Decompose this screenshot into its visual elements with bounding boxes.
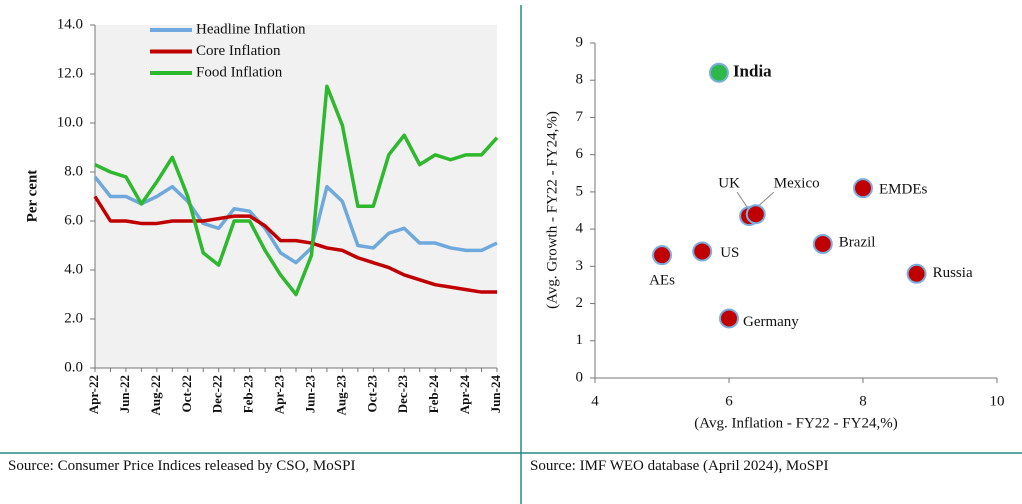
source: Source: Consumer Price Indices released …	[8, 458, 356, 474]
y-axis-label: (Avg. Growth - FY22 - FY24,%)	[544, 111, 560, 309]
y-tick-label: 8.0	[64, 163, 83, 179]
point	[719, 308, 739, 329]
y-tick-label: 4.0	[64, 261, 83, 277]
point-label: EMDEs	[879, 182, 927, 198]
x-tick-label: Oct-22	[179, 375, 194, 413]
x-tick-label: Jun-23	[302, 375, 317, 414]
point	[906, 263, 927, 284]
x-tick-label: Dec-22	[210, 375, 225, 413]
point-label: UK	[718, 176, 740, 192]
legend-label: Core Inflation	[196, 43, 281, 59]
y-tick-label: 2	[576, 295, 584, 311]
y-axis-label: Per cent	[24, 170, 40, 223]
x-tick-label: Aug-23	[333, 375, 348, 416]
x-tick-label: 4	[591, 393, 599, 409]
y-tick-label: 10.0	[57, 114, 83, 130]
point-label: India	[733, 62, 772, 81]
y-tick-label: 9	[576, 34, 584, 50]
y-tick-label: 7	[576, 109, 584, 125]
y-tick-label: 4	[576, 221, 584, 237]
point	[708, 62, 729, 83]
x-tick-label: 8	[859, 393, 867, 409]
point-label: Mexico	[774, 176, 820, 192]
x-tick-label: Dec-23	[395, 375, 410, 414]
legend-label: Food Inflation	[196, 64, 283, 80]
line-series	[94, 84, 499, 297]
y-tick-label: 1	[576, 332, 584, 348]
line-series	[93, 175, 498, 265]
y-tick-label: 12.0	[57, 65, 83, 81]
x-tick-label: Oct-23	[364, 375, 379, 413]
point-label: Brazil	[839, 234, 876, 250]
x-tick-label: 6	[725, 393, 733, 409]
y-tick-label: 5	[576, 183, 584, 199]
x-tick-label: Aug-22	[148, 375, 163, 415]
point-label: Russia	[933, 265, 973, 281]
x-tick-label: Jun-22	[117, 375, 132, 413]
point	[853, 178, 873, 199]
plot-background	[95, 25, 497, 368]
y-tick-label: 0.0	[64, 359, 83, 375]
x-tick-label: Apr-23	[272, 375, 287, 415]
x-tick-label: Apr-22	[86, 375, 101, 414]
y-tick-label: 8	[576, 72, 584, 88]
line-series	[93, 195, 497, 294]
x-tick-label: Feb-23	[241, 375, 256, 414]
x-tick-label: 10	[990, 393, 1005, 409]
point	[652, 245, 672, 266]
y-tick-label: 6.0	[64, 212, 83, 228]
x-tick-label: Apr-24	[457, 375, 472, 415]
x-tick-label: Feb-24	[426, 375, 441, 414]
y-tick-label: 2.0	[64, 310, 83, 326]
legend-label: Headline Inflation	[196, 21, 306, 37]
point-label: US	[720, 245, 739, 261]
y-tick-label: 3	[576, 258, 584, 274]
y-tick-label: 0	[576, 369, 584, 385]
point	[812, 234, 833, 254]
point-label: Germany	[743, 314, 799, 330]
source: Source: IMF WEO database (April 2024), M…	[530, 458, 829, 474]
x-axis-label: (Avg. Inflation - FY22 - FY24,%)	[694, 415, 897, 431]
point	[745, 204, 766, 225]
point	[692, 241, 713, 262]
y-tick-label: 6	[576, 146, 584, 162]
x-tick-label: Jun-24	[488, 375, 503, 414]
point-label: AEs	[649, 273, 675, 289]
y-tick-label: 14.0	[57, 16, 83, 32]
